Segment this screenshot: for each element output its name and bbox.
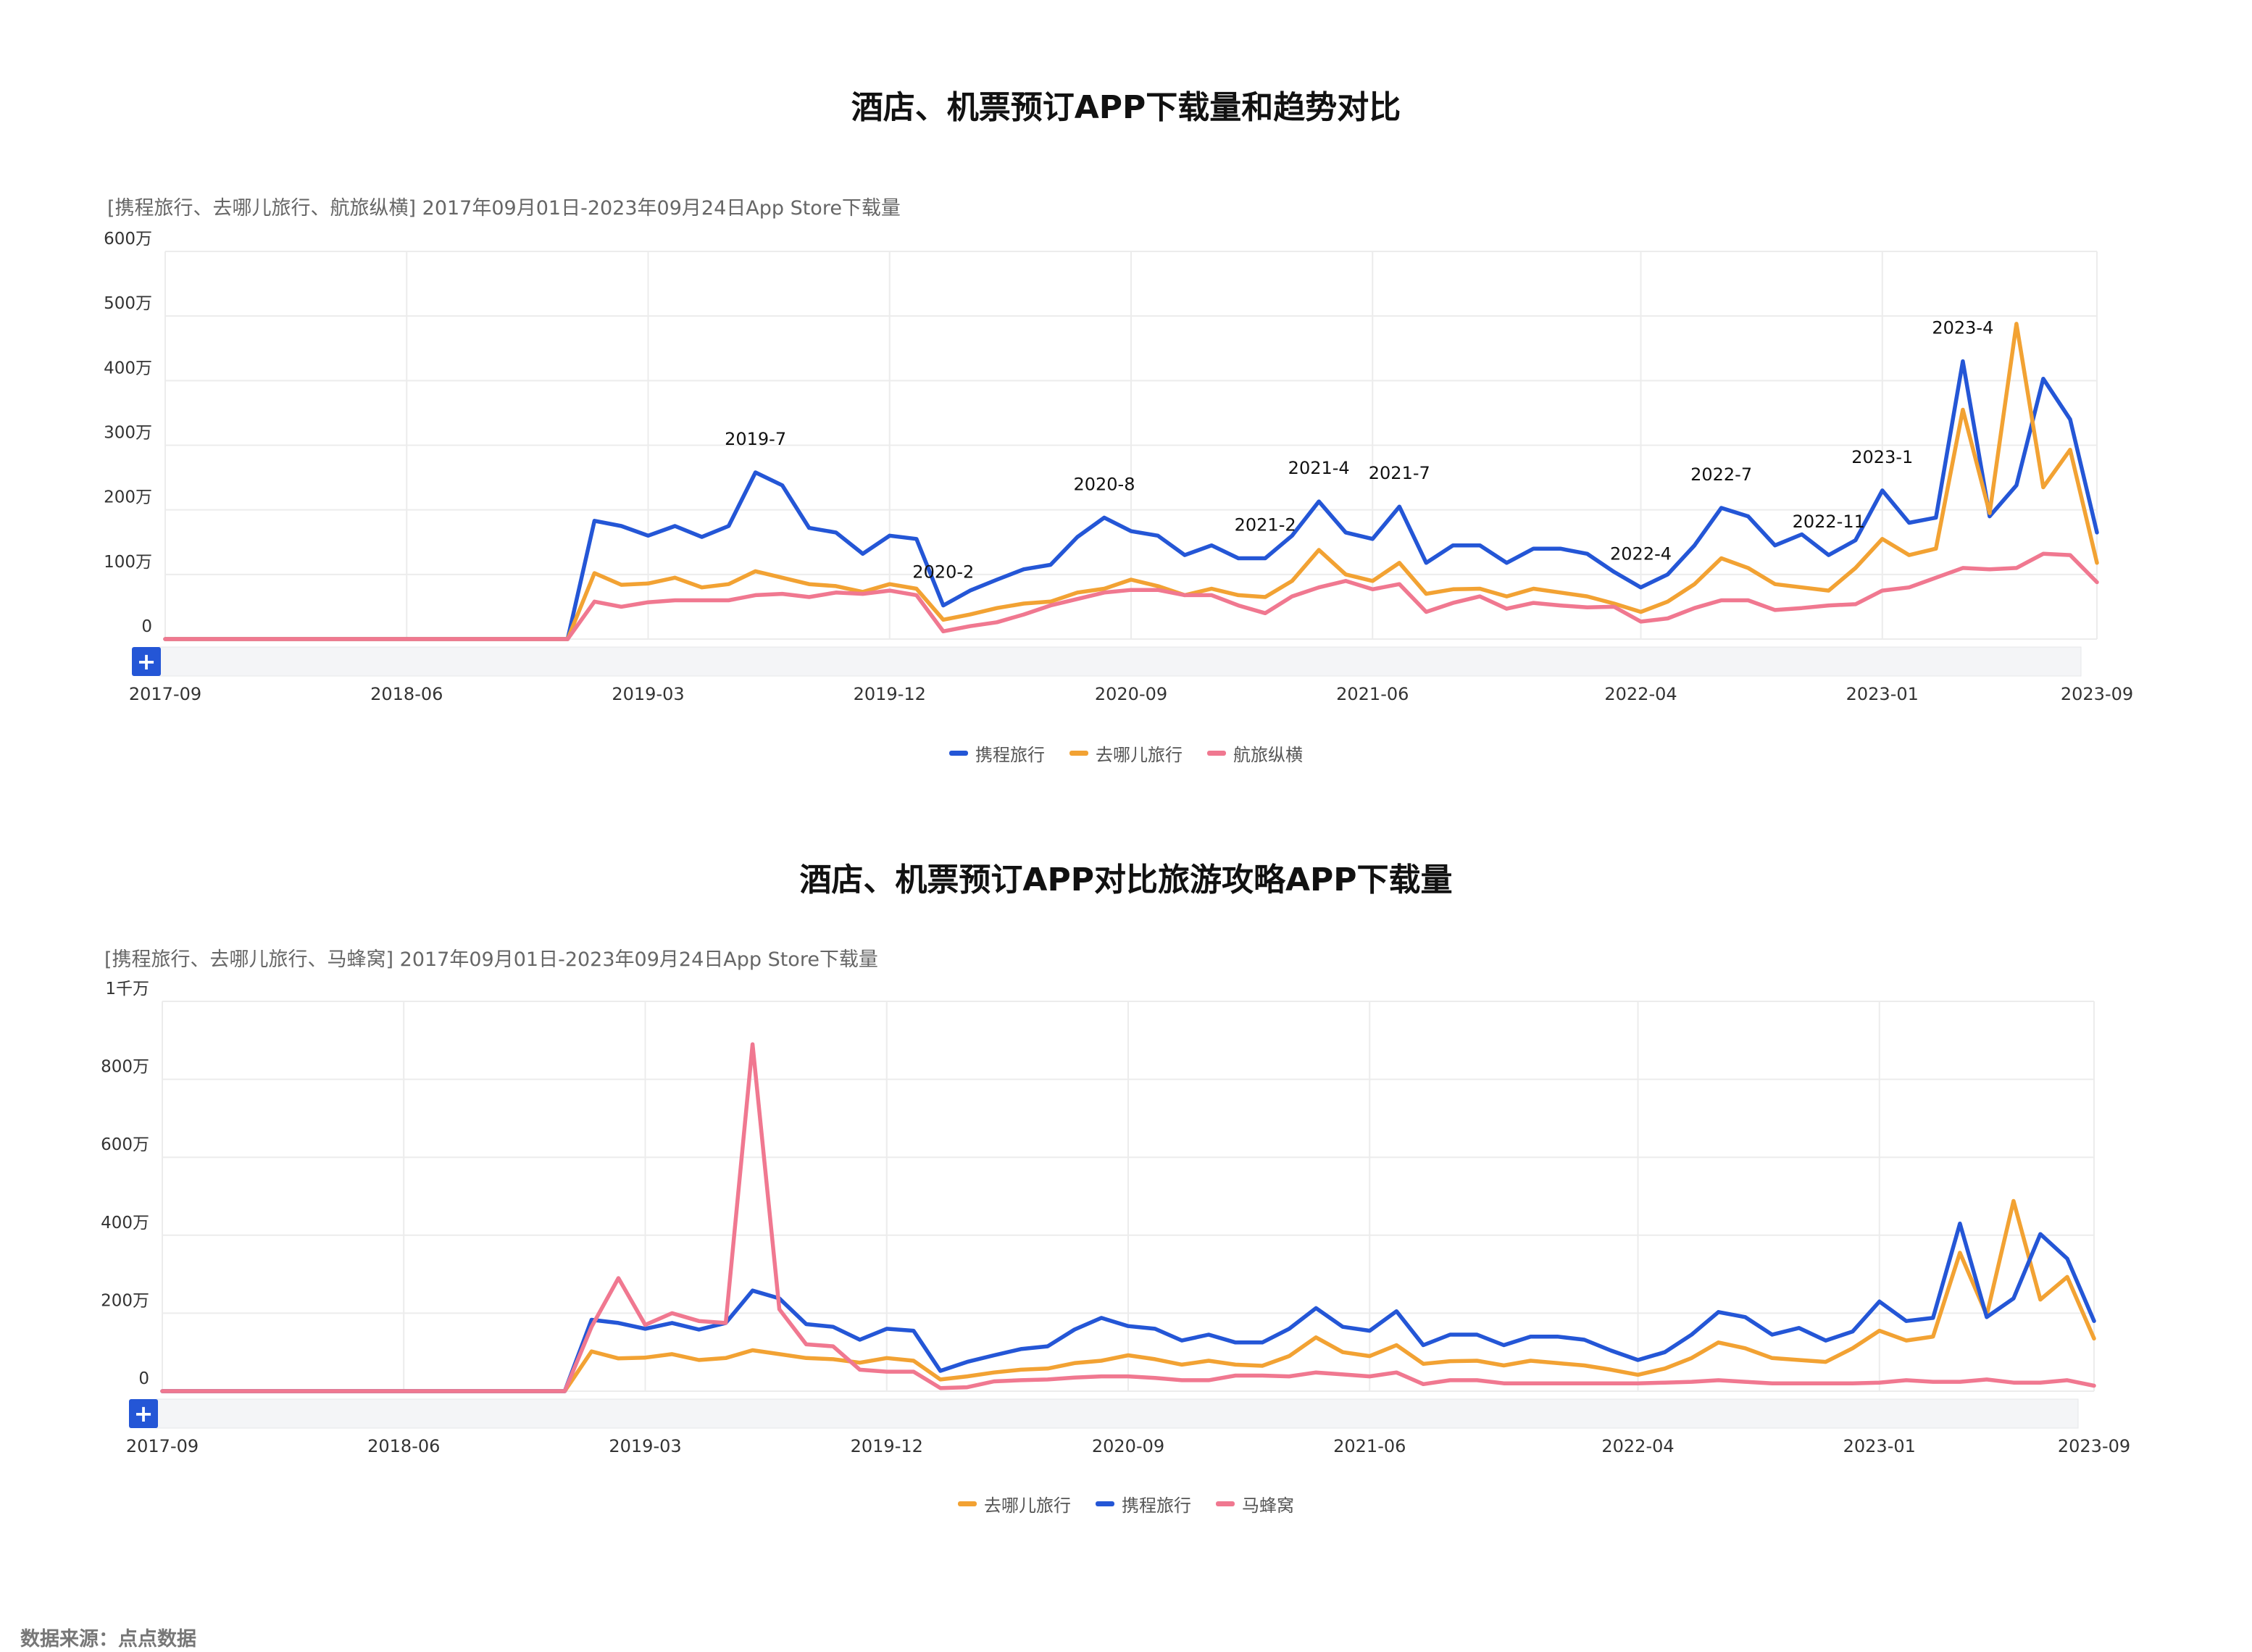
legend-item[interactable]: 携程旅行 [1096, 1491, 1191, 1517]
legend-item[interactable]: 去哪儿旅行 [1069, 741, 1183, 766]
legend-swatch [1069, 751, 1088, 756]
y-tick-label: 0 [141, 617, 152, 636]
x-tick-label: 2017-09 [126, 1436, 199, 1456]
series-line-3 [163, 551, 2099, 641]
y-tick-label: 400万 [104, 359, 152, 377]
chart2-legend: 去哪儿旅行 携程旅行 马蜂窝 [0, 1491, 2252, 1517]
x-tick-label: 2022-04 [1604, 684, 1677, 704]
annotation-label: 2021-4 [1288, 458, 1350, 478]
x-tick-label: 2023-09 [2058, 1436, 2130, 1456]
legend-label: 携程旅行 [1122, 1495, 1191, 1516]
annotation-label: 2019-7 [725, 429, 786, 449]
chart1-legend: 携程旅行 去哪儿旅行 航旅纵横 [0, 741, 2252, 766]
plus-icon: + [137, 648, 157, 675]
legend-label: 航旅纵横 [1233, 745, 1303, 765]
x-tick-label: 2023-01 [1843, 1436, 1916, 1456]
x-tick-label: 2023-09 [2061, 684, 2133, 704]
chart1-title: 酒店、机票预订APP下载量和趋势对比 [851, 89, 1401, 126]
annotation-label: 2023-1 [1851, 447, 1913, 467]
annotation-label: 2020-2 [912, 562, 974, 583]
chart2-subtitle: [携程旅行、去哪儿旅行、马蜂窝] 2017年09月01日-2023年09月24日… [104, 948, 878, 971]
y-tick-label: 1千万 [105, 980, 149, 998]
chart2-title: 酒店、机票预订APP对比旅游攻略APP下载量 [799, 862, 1453, 898]
x-tick-label: 2019-12 [854, 684, 926, 704]
annotation-label: 2021-2 [1235, 515, 1296, 535]
y-tick-label: 200万 [101, 1291, 149, 1310]
x-tick-label: 2017-09 [129, 684, 201, 704]
x-tick-label: 2020-09 [1092, 1436, 1164, 1456]
x-tick-label: 2018-06 [367, 1436, 440, 1456]
zoom-slider-track[interactable] [156, 1398, 2079, 1429]
x-tick-label: 2022-04 [1601, 1436, 1674, 1456]
x-tick-label: 2021-06 [1336, 684, 1409, 704]
annotation-label: 2022-7 [1690, 464, 1752, 485]
legend-swatch [1216, 1501, 1235, 1506]
legend-label: 去哪儿旅行 [984, 1495, 1071, 1516]
annotation-label: 2021-7 [1369, 463, 1430, 483]
x-tick-label: 2019-12 [851, 1436, 923, 1456]
x-tick-label: 2023-01 [1846, 684, 1919, 704]
chart2-plot: 0 200万 400万 600万 800万 1千万 2017-09 2018-06 2019-0… [101, 980, 2130, 1456]
plus-icon: + [134, 1400, 154, 1427]
y-tick-label: 0 [138, 1369, 149, 1388]
legend-label: 去哪儿旅行 [1096, 745, 1183, 765]
data-source-note: 数据来源：点点数据 [20, 1628, 196, 1651]
y-tick-label: 100万 [104, 553, 152, 572]
chart1-subtitle: [携程旅行、去哪儿旅行、航旅纵横] 2017年09月01日-2023年09月24… [107, 197, 901, 220]
y-tick-label: 200万 [104, 488, 152, 507]
zoom-slider-track[interactable] [159, 646, 2082, 677]
legend-swatch [949, 751, 968, 756]
annotation-label: 2020-8 [1073, 474, 1135, 494]
y-tick-label: 800万 [101, 1058, 149, 1077]
chart1-plot: 0 100万 200万 300万 400万 500万 600万 2017-09 2018-06 2… [104, 230, 2133, 704]
legend-swatch [1207, 751, 1226, 756]
y-tick-label: 300万 [104, 424, 152, 443]
zoom-plus-button[interactable] [132, 647, 161, 676]
legend-label: 携程旅行 [975, 745, 1045, 765]
x-tick-label: 2019-03 [612, 684, 684, 704]
series-line-3 [160, 1042, 2096, 1393]
legend-item[interactable]: 去哪儿旅行 [958, 1491, 1071, 1517]
x-tick-label: 2020-09 [1095, 684, 1167, 704]
legend-swatch [958, 1501, 977, 1506]
legend-item[interactable]: 携程旅行 [949, 741, 1045, 766]
annotation-label: 2022-11 [1793, 512, 1865, 532]
x-tick-label: 2021-06 [1333, 1436, 1406, 1456]
zoom-plus-button[interactable] [129, 1399, 158, 1428]
legend-item[interactable]: 马蜂窝 [1216, 1491, 1294, 1517]
y-tick-label: 600万 [101, 1135, 149, 1154]
y-tick-label: 500万 [104, 294, 152, 313]
legend-item[interactable]: 航旅纵横 [1207, 741, 1303, 766]
annotation-label: 2022-4 [1610, 544, 1672, 564]
x-tick-label: 2018-06 [370, 684, 443, 704]
legend-label: 马蜂窝 [1242, 1495, 1294, 1516]
y-tick-label: 400万 [101, 1214, 149, 1232]
annotation-label: 2023-4 [1932, 318, 1993, 338]
legend-swatch [1096, 1501, 1114, 1506]
x-tick-label: 2019-03 [609, 1436, 681, 1456]
y-tick-label: 600万 [104, 230, 152, 249]
